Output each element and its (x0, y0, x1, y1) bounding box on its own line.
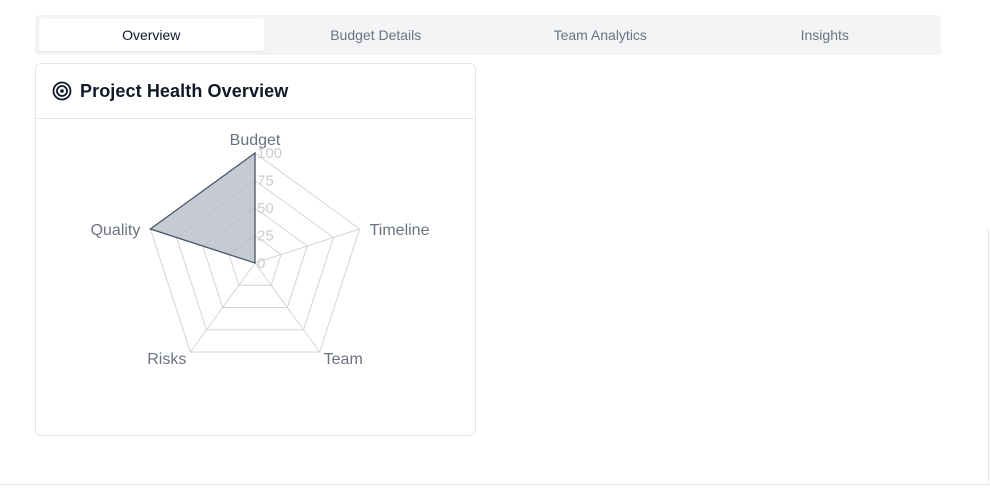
radar-tick-label: 50 (257, 200, 274, 217)
card-title: Project Health Overview (80, 80, 289, 101)
target-icon (52, 81, 72, 101)
tab-overview[interactable]: Overview (39, 19, 264, 51)
radar-axis-label: Quality (91, 222, 141, 239)
radar-series-area (148, 151, 256, 264)
scrollbar-track (988, 228, 989, 484)
radar-spoke (189, 262, 256, 353)
divider (0, 484, 990, 485)
radar-tick-label: 75 (257, 173, 274, 190)
radar-tick-label: 25 (257, 228, 274, 245)
radar-axis-label: Timeline (370, 222, 430, 239)
card-header: Project Health Overview (36, 64, 475, 119)
radar-tick-label: 100 (257, 145, 282, 162)
radar-axis-label: Risks (147, 351, 186, 368)
tab-budget-details[interactable]: Budget Details (330, 27, 422, 43)
radar-tick-label: 0 (257, 255, 265, 272)
tab-insights[interactable]: Insights (800, 27, 849, 43)
tab-team-analytics[interactable]: Team Analytics (553, 27, 647, 43)
tab-bar: Overview Budget Details Team Analytics I… (35, 15, 941, 55)
radar-axis-label: Team (324, 351, 363, 368)
project-health-card: Project Health Overview (35, 63, 476, 436)
radar-spoke (254, 228, 360, 264)
radar-axis-label: Budget (230, 132, 281, 149)
radar-spoke (254, 262, 321, 353)
